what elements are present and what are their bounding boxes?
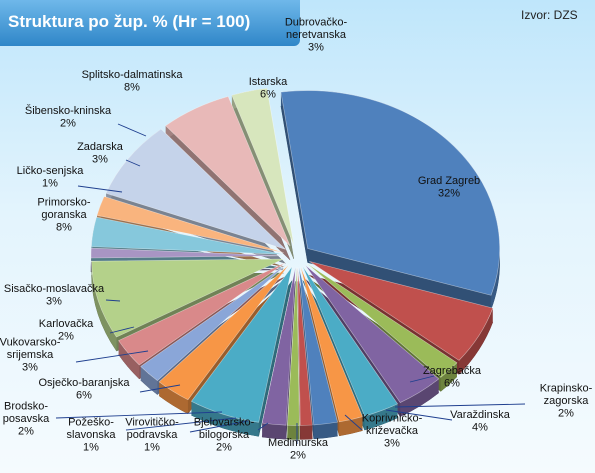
data-label: Šibensko-kninska 2% [25,104,112,130]
leader-line [125,417,237,431]
leader-line [385,409,453,421]
leader-line [344,414,363,431]
slice-zadarska [91,216,284,269]
slice-top-istarska [165,96,291,247]
slice-top-koprivnicko-krizevacka [302,266,399,417]
data-label: Brodsko-posavska 2% [3,401,50,438]
slice-wall-pozesko-slavonska [287,425,300,440]
slice-wall-karlovacka [140,366,158,395]
slice-pozesko-slavonska [287,267,300,440]
data-label: Dubrovačko-neretvanska 3% [285,17,348,54]
leader-line [75,350,149,363]
leader-line [257,422,269,431]
data-label: Vukovarsko-srijemska 3% [0,337,61,374]
pie-slices [90,88,500,440]
chart-title: Struktura po žup. % (Hr = 100) [8,12,251,31]
slice-top-me-imurska [300,266,363,423]
slice-wall-sisacko-moslavacka [118,340,140,379]
leader-line [409,375,435,383]
slice-viroviticko-podravska [297,267,313,440]
source-label: Izvor: DZS [521,8,578,22]
data-labels: Grad Zagreb 32% Zagrebačka 6% Krapinsko-zago… [0,17,593,462]
leader-line [109,326,135,334]
data-label: Osječko-baranjska 6% [38,377,130,402]
slice-istarska [165,96,291,261]
slice-top-zadarska [91,216,284,255]
data-label: Požeško-slavonska 1% [67,417,117,454]
leader-line [189,420,249,433]
slice-wall-zagrebacka [458,308,493,375]
leader-line [139,384,181,393]
data-label: Zadarska 3% [77,141,124,166]
slice-varazdinska [305,264,440,417]
slice-top-karlovacka [140,263,288,382]
data-label: Bjelovarsko-bilogorska 2% [194,417,255,454]
slice-wall-krapinsko-zagorska [440,362,457,392]
slice-me-imurska [300,266,363,437]
data-label: Krapinsko-zagorska 2% [540,383,593,420]
data-label: Međimurska 2% [268,437,329,462]
slice-osjecko-baranjska [190,266,293,437]
slice-top-primorsko-goranska [91,258,284,338]
leader-line [105,299,121,302]
slice-bjelovarsko-bilogorska [298,267,338,440]
slice-top-dubrovacko-neretvanska [231,88,295,245]
title-bar: Struktura po žup. % (Hr = 100) [0,0,300,46]
data-label: Ličko-senjska 1% [17,165,85,190]
slice-wall-me-imurska [339,416,363,436]
data-label: Karlovačka 2% [39,318,94,343]
slice-top-bjelovarsko-bilogorska [298,267,338,426]
slice-wall-varazdinska [400,378,439,417]
slice-top-splitsko-dalmatinska [105,128,286,250]
slice-top-sibensko-kninska [96,196,284,253]
leader-line [117,123,147,137]
data-label: Koprivničko-križevačka 3% [362,413,423,450]
slice-splitsko-dalmatinska [105,128,286,264]
slice-top-grad-zagreb [280,90,500,296]
leader-line [55,411,223,419]
slice-wall-viroviticko-podravska [300,425,313,440]
slice-wall-vukovarsko-srijemska [159,381,188,414]
slice-top-brodsko-posavska [261,267,296,426]
slice-brodsko-posavska [261,267,296,440]
slice-top-osjecko-baranjska [190,266,293,423]
leader-lines [55,123,526,444]
leader-line [77,185,123,193]
data-label: Splitsko-dalmatinska 8% [82,69,184,94]
slice-top-varazdinska [305,264,440,403]
slice-top-zagrebacka [309,261,494,361]
data-label: Varaždinska 4% [450,409,511,434]
slice-top-sisacko-moslavacka [118,262,286,366]
data-label: Grad Zagreb 32% [418,175,480,200]
slice-top-krapinsko-zagorska [307,263,458,378]
data-label: Istarska 6% [249,76,288,101]
slice-wall-primorsko-goranska [91,261,117,352]
data-label: Zagrebačka 6% [423,365,482,390]
slice-vukovarsko-srijemska [158,264,289,415]
slice-wall-brodsko-posavska [262,423,287,440]
slice-grad-zagreb [280,90,500,310]
slice-top-pozesko-slavonska [287,267,300,426]
data-label: Primorsko-goranska 8% [37,197,91,234]
data-label: Virovitičko-podravska 1% [125,417,179,454]
leader-line [125,159,141,167]
leader-line [394,403,526,408]
slice-top-licko-senjska [90,247,284,259]
slice-top-vukovarsko-srijemska [158,264,289,401]
slice-wall-bjelovarsko-bilogorska [313,422,338,439]
data-label: Sisačko-moslavačka 3% [4,283,105,308]
slice-top-viroviticko-podravska [297,267,313,426]
